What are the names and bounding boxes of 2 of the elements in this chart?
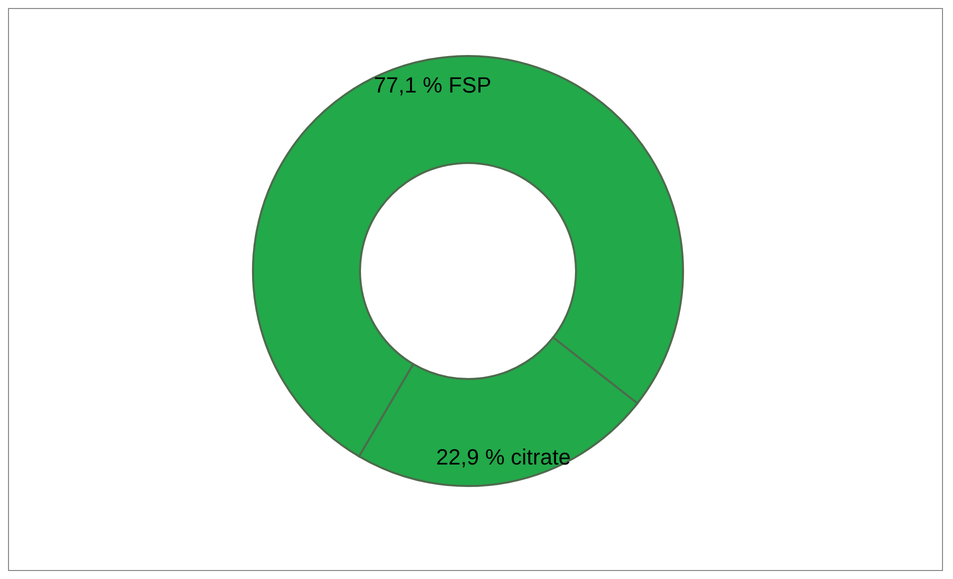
slice-label: 22,9 % citrate bbox=[436, 444, 571, 470]
slice-label: 77,1 % FSP bbox=[374, 72, 492, 98]
